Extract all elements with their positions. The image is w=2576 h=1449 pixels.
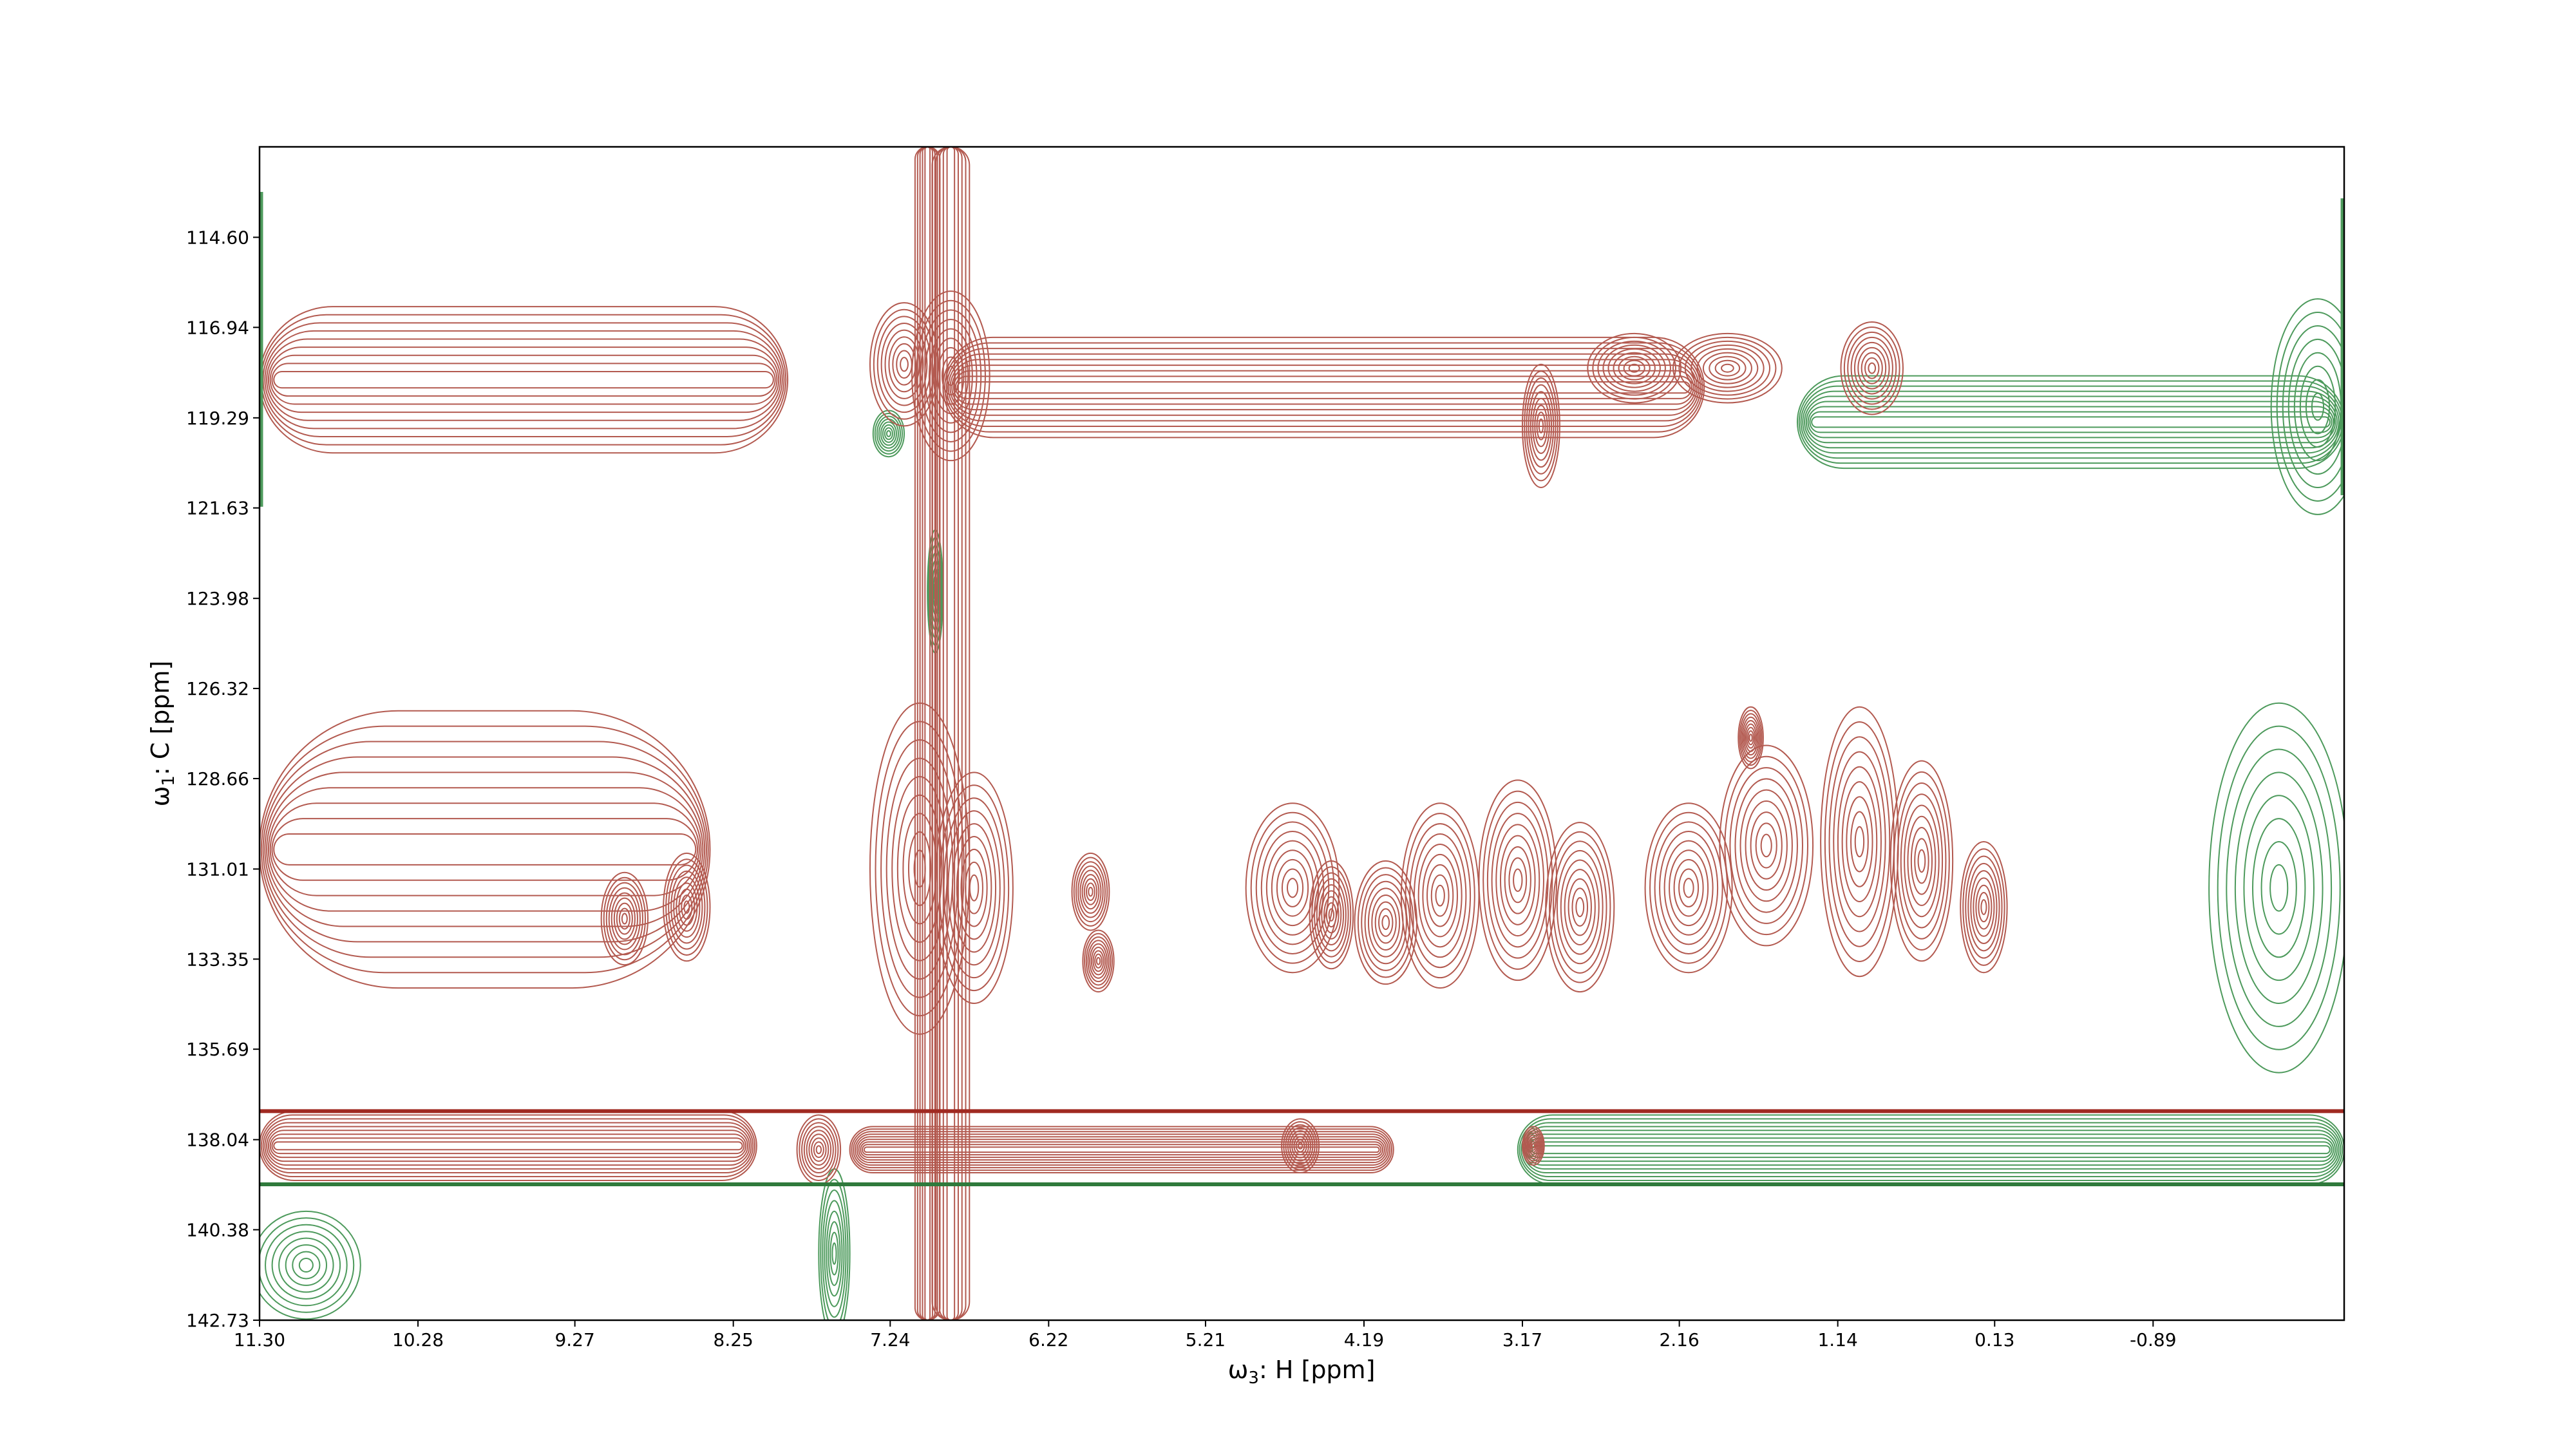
x-tick-label: 2.16 [1659, 1329, 1699, 1350]
positive-peak-7 [1478, 779, 1558, 981]
positive-peak-18 [796, 1114, 842, 1185]
positive-peak-10 [1719, 744, 1814, 947]
positive-band-1 [942, 336, 1705, 439]
negative-region-3 [818, 1168, 851, 1320]
y-tick-label: 119.29 [186, 408, 249, 429]
positive-peak-22 [1738, 706, 1764, 770]
x-tick-label: 1.14 [1817, 1329, 1857, 1350]
positive-peak-15 [1672, 332, 1783, 404]
y-axis-label: ω1: C [ppm] [146, 661, 178, 807]
positive-peak-16 [1840, 321, 1904, 415]
x-tick-label: 0.13 [1975, 1329, 2014, 1350]
positive-peak-14 [1587, 332, 1682, 404]
x-tick-label: 8.25 [714, 1329, 753, 1350]
positive-peak-17 [1522, 363, 1560, 489]
y-tick-label: 140.38 [186, 1220, 249, 1241]
positive-peak-5 [1354, 860, 1417, 985]
positive-peak-6 [1400, 802, 1480, 989]
positive-peak-0 [869, 702, 971, 1035]
x-tick-label: 3.17 [1502, 1329, 1542, 1350]
y-tick-label: 138.04 [186, 1130, 249, 1151]
contour-layer [260, 147, 2344, 1320]
positive-peak-2 [869, 302, 940, 427]
y-tick-label: 121.63 [186, 498, 249, 519]
y-tick-label: 123.98 [186, 588, 249, 609]
y-tick-label: 116.94 [186, 317, 249, 338]
x-tick-label: 7.24 [870, 1329, 910, 1350]
positive-peak-3 [911, 290, 990, 462]
positive-peak-9 [1644, 802, 1733, 974]
y-tick-label: 126.32 [186, 678, 249, 699]
negative-band-0 [1796, 375, 2344, 469]
positive-band-3 [849, 1126, 1394, 1174]
positive-peak-20 [1522, 1126, 1545, 1166]
positive-peak-21 [1082, 929, 1115, 993]
positive-peak-19 [1281, 1118, 1320, 1174]
negative-band-1 [1517, 1114, 2344, 1185]
y-axis-ticks: 114.60 116.94 119.29 121.63 123.98 126.32 128.… [186, 227, 260, 1331]
positive-band-2 [260, 1110, 757, 1181]
negative-region-0 [2208, 702, 2344, 1074]
x-axis-ticks: 11.30 10.28 9.27 8.25 7.24 6.22 5.21 4.19 3.17 2.… [234, 1320, 2177, 1350]
plot-frame [258, 146, 2345, 1321]
positive-peak-4 [1245, 802, 1340, 974]
positive-peak-13 [1960, 840, 2008, 974]
positive-peak-11 [1820, 706, 1899, 978]
negative-region-2 [260, 1210, 361, 1320]
y-tick-label: 128.66 [186, 768, 249, 790]
y-tick-label: 135.69 [186, 1039, 249, 1060]
x-tick-label: 10.28 [392, 1329, 444, 1350]
positive-band-0 [260, 306, 789, 454]
positive-peak-1 [934, 772, 1014, 1005]
x-tick-label: 6.22 [1028, 1329, 1068, 1350]
x-tick-label: 4.19 [1344, 1329, 1384, 1350]
positive-peak-25 [1071, 852, 1110, 931]
positive-peak-24 [663, 852, 711, 962]
positive-band-4 [260, 710, 711, 989]
y-tick-label: 114.60 [186, 227, 249, 248]
positive-peak-23 [600, 871, 649, 966]
x-tick-label: 9.27 [554, 1329, 594, 1350]
y-tick-label: 133.35 [186, 949, 249, 970]
positive-peak-26 [1309, 860, 1354, 970]
x-axis-label: ω3: H [ppm] [1228, 1356, 1376, 1388]
x-tick-label: -0.89 [2130, 1329, 2176, 1350]
negative-region-5 [872, 410, 905, 458]
positive-peak-12 [1889, 760, 1954, 962]
x-tick-label: 5.21 [1186, 1329, 1226, 1350]
y-tick-label: 142.73 [186, 1310, 249, 1331]
y-tick-label: 131.01 [186, 858, 249, 880]
x-tick-label: 11.30 [234, 1329, 285, 1350]
positive-peak-8 [1545, 822, 1615, 993]
